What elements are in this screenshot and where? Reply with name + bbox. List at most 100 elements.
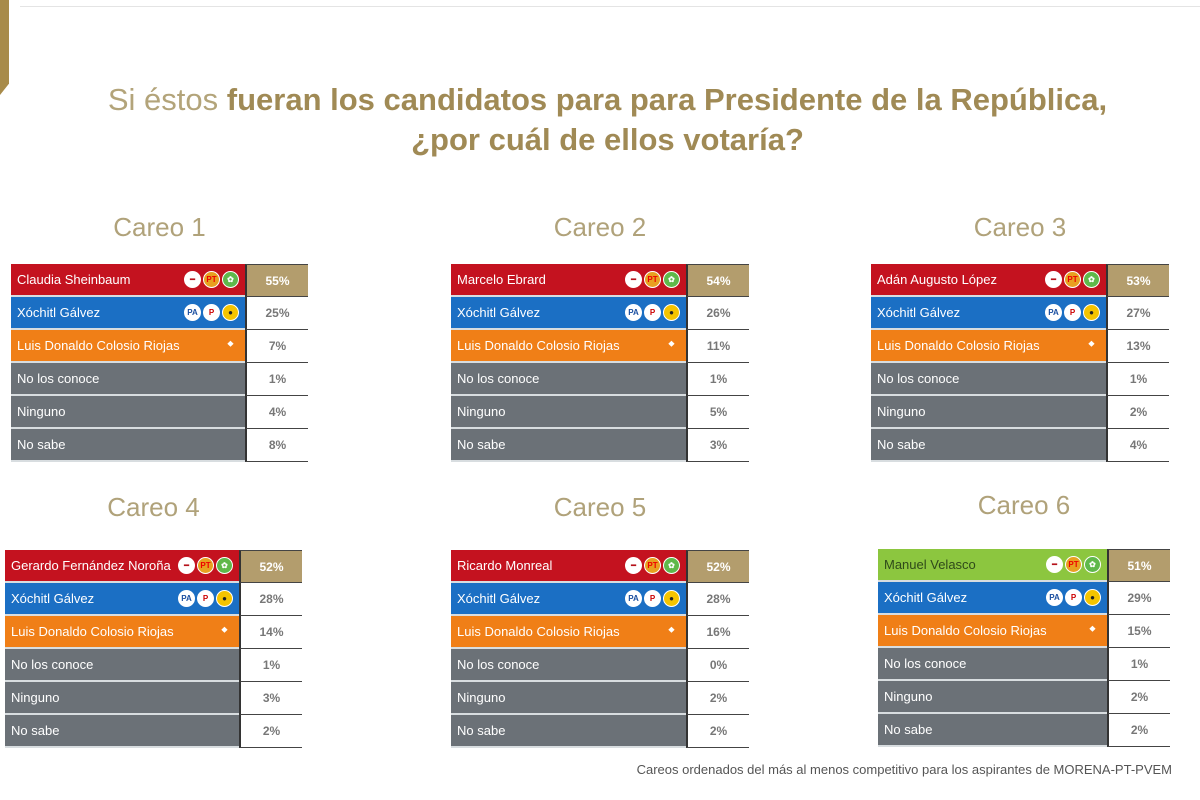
option-name-cell: Luis Donaldo Colosio Riojas ⯁ — [5, 616, 239, 649]
option-name-cell: Ninguno — [878, 681, 1107, 714]
pan-logo-icon: PA — [178, 590, 195, 607]
percentage: 1% — [686, 363, 749, 396]
prd-logo-icon: ● — [1084, 589, 1101, 606]
party-logos: ⯁ — [663, 337, 680, 354]
percentage: 52% — [686, 550, 749, 583]
careo-table: Gerardo Fernández Noroña ━ PT ✿ 52% Xóchitl G… — [5, 550, 302, 748]
percentage: 29% — [1107, 582, 1170, 615]
table-row: Ninguno 2% — [871, 396, 1169, 429]
party-logos: PA P ● — [625, 590, 680, 607]
table-row: Luis Donaldo Colosio Riojas ⯁ 14% — [5, 616, 302, 649]
option-name: Xóchitl Gálvez — [884, 590, 968, 605]
percentage: 4% — [1106, 429, 1169, 462]
table-row: Ninguno 4% — [11, 396, 308, 429]
party-logos: ⯁ — [663, 623, 680, 640]
option-name: Luis Donaldo Colosio Riojas — [877, 338, 1040, 353]
option-name: Ricardo Monreal — [457, 558, 553, 573]
option-name: No sabe — [457, 723, 506, 738]
option-name: Adán Augusto López — [877, 272, 997, 287]
option-name: Marcelo Ebrard — [457, 272, 546, 287]
party-logos: PA P ● — [1045, 304, 1100, 321]
careo-2: Careo 2 Marcelo Ebrard ━ PT ✿ 54% Xóchitl Gálv… — [451, 212, 749, 472]
pri-logo-icon: P — [1065, 589, 1082, 606]
table-row: Xóchitl Gálvez PA P ● 29% — [878, 582, 1170, 615]
page-title: Si éstos fueran los candidatos para para… — [0, 80, 1200, 160]
morena-logo-icon: ━ — [625, 557, 642, 574]
option-name-cell: No los conoce — [11, 363, 245, 396]
option-name-cell: Luis Donaldo Colosio Riojas ⯁ — [11, 330, 245, 363]
percentage: 55% — [245, 264, 308, 297]
percentage: 15% — [1107, 615, 1170, 648]
careo-6: Careo 6 Manuel Velasco ━ PT ✿ 51% Xóchitl Gálv… — [878, 490, 1170, 750]
option-name-cell: No los conoce — [871, 363, 1106, 396]
percentage: 5% — [686, 396, 749, 429]
option-name: Luis Donaldo Colosio Riojas — [11, 624, 174, 639]
pri-logo-icon: P — [203, 304, 220, 321]
option-name: Ninguno — [11, 690, 60, 705]
table-row: Xóchitl Gálvez PA P ● 28% — [5, 583, 302, 616]
table-row: No los conoce 0% — [451, 649, 749, 682]
option-name-cell: Marcelo Ebrard ━ PT ✿ — [451, 264, 686, 297]
option-name-cell: Claudia Sheinbaum ━ PT ✿ — [11, 264, 245, 297]
party-logos: ━ PT ✿ — [1045, 271, 1100, 288]
option-name-cell: No los conoce — [451, 363, 686, 396]
pan-logo-icon: PA — [625, 304, 642, 321]
percentage: 1% — [245, 363, 308, 396]
prd-logo-icon: ● — [1083, 304, 1100, 321]
table-row: No los conoce 1% — [5, 649, 302, 682]
party-logos: ⯁ — [216, 623, 233, 640]
percentage: 8% — [245, 429, 308, 462]
percentage: 53% — [1106, 264, 1169, 297]
option-name: No los conoce — [457, 657, 540, 672]
option-name-cell: Xóchitl Gálvez PA P ● — [451, 297, 686, 330]
table-row: No los conoce 1% — [871, 363, 1169, 396]
pan-logo-icon: PA — [184, 304, 201, 321]
mc-logo-icon: ⯁ — [668, 340, 675, 349]
title-bold: fueran los candidatos para para Presiden… — [226, 82, 1108, 117]
option-name-cell: No los conoce — [451, 649, 686, 682]
title-prefix: Si éstos — [107, 82, 227, 117]
table-row: Ninguno 2% — [451, 682, 749, 715]
percentage: 1% — [239, 649, 302, 682]
table-row: No los conoce 1% — [11, 363, 308, 396]
mc-logo-icon: ⯁ — [221, 626, 228, 635]
table-row: Ninguno 2% — [878, 681, 1170, 714]
party-logos: ━ PT ✿ — [1046, 556, 1101, 573]
option-name: No sabe — [884, 722, 933, 737]
careo-title: Careo 1 — [113, 212, 206, 242]
party-logos: ━ PT ✿ — [625, 271, 680, 288]
percentage: 11% — [686, 330, 749, 363]
table-row: Marcelo Ebrard ━ PT ✿ 54% — [451, 264, 749, 297]
option-name: Ninguno — [457, 690, 506, 705]
percentage: 52% — [239, 550, 302, 583]
percentage: 14% — [239, 616, 302, 649]
option-name: Ninguno — [877, 404, 926, 419]
table-row: Xóchitl Gálvez PA P ● 25% — [11, 297, 308, 330]
option-name-cell: Xóchitl Gálvez PA P ● — [878, 582, 1107, 615]
option-name: Luis Donaldo Colosio Riojas — [884, 623, 1047, 638]
party-logos: ━ PT ✿ — [625, 557, 680, 574]
pri-logo-icon: P — [197, 590, 214, 607]
table-row: Luis Donaldo Colosio Riojas ⯁ 11% — [451, 330, 749, 363]
party-logos: ━ PT ✿ — [184, 271, 239, 288]
mc-logo-icon: ⯁ — [1088, 340, 1095, 349]
careo-title: Careo 2 — [553, 212, 647, 242]
option-name-cell: Luis Donaldo Colosio Riojas ⯁ — [878, 615, 1107, 648]
percentage: 27% — [1106, 297, 1169, 330]
option-name-cell: Ninguno — [451, 682, 686, 715]
party-logos: ━ PT ✿ — [178, 557, 233, 574]
option-name: Xóchitl Gálvez — [17, 305, 101, 320]
option-name: Xóchitl Gálvez — [11, 591, 95, 606]
careo-5: Careo 5 Ricardo Monreal ━ PT ✿ 52% Xóchitl Gál… — [451, 492, 749, 752]
party-logos: PA P ● — [184, 304, 239, 321]
careo-4: Careo 4 Gerardo Fernández Noroña ━ PT ✿ 52% Xó… — [5, 492, 302, 752]
pan-logo-icon: PA — [1045, 304, 1062, 321]
mc-logo-icon: ⯁ — [1089, 625, 1096, 634]
table-row: No sabe 2% — [5, 715, 302, 748]
option-name: Ninguno — [17, 404, 66, 419]
pt-logo-icon: PT — [1065, 556, 1082, 573]
table-row: No sabe 2% — [451, 715, 749, 748]
option-name: Ninguno — [884, 689, 933, 704]
table-row: Adán Augusto López ━ PT ✿ 53% — [871, 264, 1169, 297]
table-row: No sabe 4% — [871, 429, 1169, 462]
